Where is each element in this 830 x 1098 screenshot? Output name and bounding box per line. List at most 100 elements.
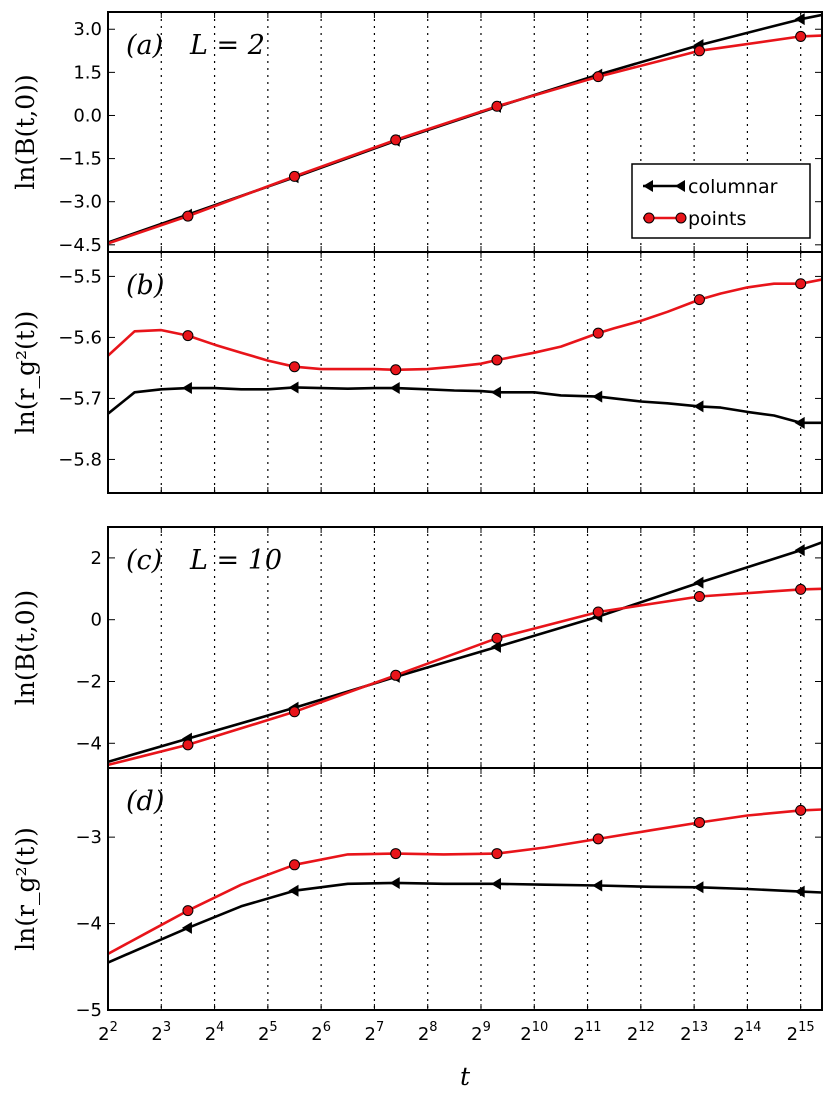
x-tick-label: 25 bbox=[258, 1020, 278, 1045]
y-tick-label: −4 bbox=[75, 733, 102, 754]
marker-circle bbox=[390, 134, 402, 146]
x-tick-labels: 22 23 24 25 26 27 28 29 210 211 212 213 214 215 bbox=[98, 1020, 815, 1045]
x-tick-label: 28 bbox=[418, 1020, 438, 1045]
x-tick-label: 26 bbox=[311, 1020, 331, 1045]
x-tick-label: 211 bbox=[574, 1020, 602, 1045]
marker-triangle bbox=[288, 884, 299, 897]
marker-circle bbox=[795, 30, 807, 42]
panel-a: −4.5 −3.0 −1.5 0.0 1.5 3.0 (a) L = 2 ln(B(t,0)) c… bbox=[11, 11, 823, 256]
x-tick-label: 214 bbox=[733, 1020, 761, 1045]
series-group bbox=[108, 541, 822, 767]
y-tick-label: 1.5 bbox=[73, 62, 102, 83]
series-line-columnar bbox=[108, 881, 822, 964]
panel-b: −5.8 −5.7 −5.6 −5.5 (b) ln(r_g²(t)) bbox=[11, 251, 823, 494]
y-tick-label: −3 bbox=[75, 827, 102, 848]
marker-circle bbox=[491, 354, 503, 366]
marker-circle bbox=[592, 833, 604, 845]
panel-d: −5 −4 −3 (d) ln(r_g²(t)) bbox=[11, 767, 823, 1021]
marker-triangle bbox=[693, 576, 704, 589]
panel-label: (b) bbox=[126, 270, 164, 301]
y-axis-title: ln(B(t,0)) bbox=[11, 590, 40, 705]
marker-circle bbox=[182, 210, 194, 222]
legend-marker bbox=[675, 180, 685, 192]
marker-triangle bbox=[693, 400, 704, 413]
marker-triangle bbox=[389, 876, 400, 889]
series-line-columnar bbox=[108, 386, 822, 425]
x-tick-label: 22 bbox=[98, 1020, 118, 1045]
y-tick-label: −5.8 bbox=[58, 449, 102, 470]
panel-c: −4 −2 0 2 (c) L = 10 ln(B(t,0)) bbox=[11, 526, 823, 769]
marker-triangle bbox=[490, 386, 501, 399]
gridlines bbox=[160, 527, 802, 768]
marker-circle bbox=[288, 706, 300, 718]
y-tick-label: −5 bbox=[75, 1000, 102, 1021]
series-group bbox=[108, 804, 822, 964]
legend-marker bbox=[675, 212, 687, 224]
marker-circle bbox=[390, 848, 402, 860]
plot-frame bbox=[107, 767, 823, 1011]
marker-triangle bbox=[490, 877, 501, 890]
legend-marker bbox=[643, 180, 653, 192]
panel-label: (d) bbox=[126, 786, 164, 817]
y-tick-label: −3.0 bbox=[58, 192, 102, 213]
y-tick-label: −5.5 bbox=[58, 266, 102, 287]
y-tick-label: 0 bbox=[91, 610, 102, 631]
marker-circle bbox=[288, 859, 300, 871]
y-tick-label: 3.0 bbox=[73, 19, 102, 40]
y-tick-label: 2 bbox=[91, 548, 102, 569]
marker-circle bbox=[491, 100, 503, 112]
marker-triangle bbox=[592, 879, 603, 892]
marker-circle bbox=[795, 583, 807, 595]
panel-label: (a) bbox=[126, 30, 163, 61]
legend-box bbox=[631, 163, 811, 239]
marker-triangle bbox=[693, 881, 704, 894]
panels: −4.5 −3.0 −1.5 0.0 1.5 3.0 (a) L = 2 ln(B(t,0)) c… bbox=[11, 11, 823, 1021]
x-tick-label: 215 bbox=[787, 1020, 815, 1045]
marker-triangle bbox=[794, 544, 805, 557]
series-line-points bbox=[108, 278, 822, 372]
series-group bbox=[108, 13, 822, 245]
plot-frame bbox=[107, 251, 823, 494]
panel-label: (c) bbox=[126, 545, 162, 576]
y-tick-label: −5.6 bbox=[58, 327, 102, 348]
marker-triangle bbox=[181, 921, 192, 934]
y-axis-title: ln(r_g²(t)) bbox=[11, 827, 40, 951]
marker-circle bbox=[693, 294, 705, 306]
y-tick-label: −2 bbox=[75, 671, 102, 692]
y-axis-title: ln(r_g²(t)) bbox=[11, 311, 40, 435]
legend: columnar points bbox=[631, 163, 811, 239]
x-axis-title: t bbox=[460, 1062, 471, 1091]
y-tick-label: −1.5 bbox=[58, 149, 102, 170]
y-tick-label: −4.5 bbox=[58, 235, 102, 256]
marker-circle bbox=[390, 669, 402, 681]
marker-triangle bbox=[794, 416, 805, 429]
marker-circle bbox=[795, 278, 807, 290]
marker-circle bbox=[693, 591, 705, 603]
marker-triangle bbox=[288, 381, 299, 394]
y-tick-label: −4 bbox=[75, 914, 102, 935]
x-tick-label: 27 bbox=[365, 1020, 385, 1045]
marker-circle bbox=[693, 816, 705, 828]
panel-annotation: L = 10 bbox=[189, 545, 282, 576]
marker-triangle bbox=[794, 885, 805, 898]
x-tick-label: 213 bbox=[680, 1020, 708, 1045]
marker-circle bbox=[693, 45, 705, 57]
gridlines bbox=[160, 252, 802, 493]
marker-circle bbox=[795, 804, 807, 816]
legend-label-points: points bbox=[688, 208, 746, 230]
y-axis-title: ln(B(t,0)) bbox=[11, 74, 40, 189]
x-tick-label: 210 bbox=[520, 1020, 548, 1045]
marker-circle bbox=[288, 170, 300, 182]
series-line-points bbox=[108, 808, 822, 955]
marker-circle bbox=[182, 330, 194, 342]
marker-circle bbox=[592, 327, 604, 339]
marker-triangle bbox=[181, 382, 192, 395]
legend-marker bbox=[643, 212, 655, 224]
marker-triangle bbox=[592, 390, 603, 403]
gridlines bbox=[160, 768, 802, 1010]
panel-annotation: L = 2 bbox=[189, 30, 265, 61]
series-group bbox=[108, 278, 822, 429]
marker-circle bbox=[390, 364, 402, 376]
marker-circle bbox=[491, 632, 503, 644]
marker-circle bbox=[182, 905, 194, 917]
